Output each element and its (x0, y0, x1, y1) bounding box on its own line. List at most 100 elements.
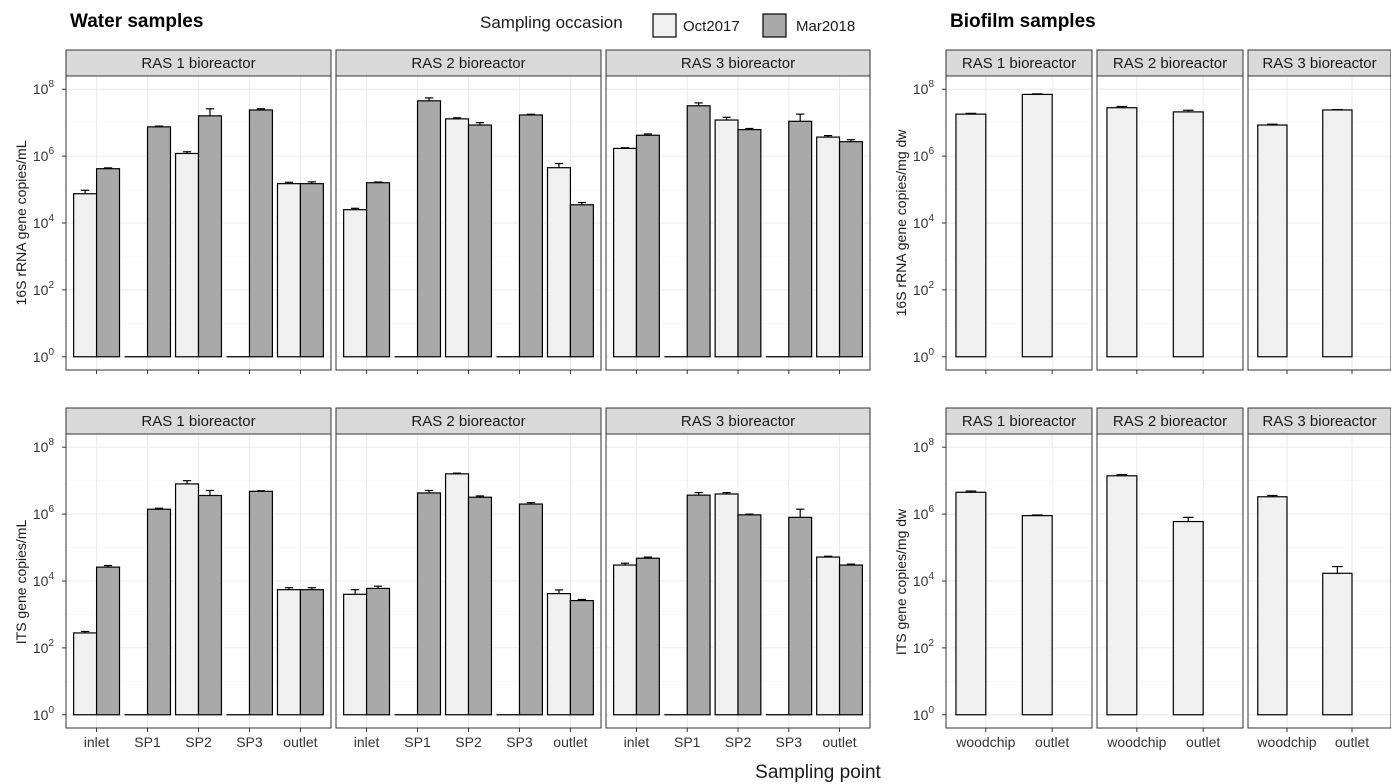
legend-swatch-oct2017 (652, 13, 677, 38)
y-axis-title-water-16s: 16S rRNA gene copies/mL (13, 140, 29, 305)
y-tick-label-exponent: 2 (928, 280, 934, 291)
y-tick-label-base: 10 (33, 349, 49, 365)
bar-oct2017-outlet (816, 136, 841, 358)
facet-strip-label: RAS 3 bioreactor (681, 55, 795, 72)
bar-oct2017-outlet (1322, 109, 1353, 358)
x-tick-label: SP2 (185, 734, 212, 750)
y-tick-label: 106 (913, 504, 935, 522)
bar-oct2017-outlet (546, 167, 572, 358)
panel-2-1: RAS 2 bioreactor (1096, 49, 1244, 374)
bar-mar2018-inlet (95, 566, 121, 716)
bar-mar2018-inlet (95, 168, 121, 358)
x-tick-label: SP2 (725, 734, 752, 750)
bar-oct2017-outlet (1322, 572, 1353, 716)
bar-oct2017-outlet (1172, 111, 1204, 358)
facet-strip-label: RAS 1 bioreactor (141, 413, 255, 430)
x-tick-label: SP3 (506, 734, 533, 750)
bar-mar2018-sp2 (737, 129, 762, 358)
facet-strip (335, 407, 602, 435)
bar-oct2017-sp2 (714, 493, 739, 716)
panel-1-2: RAS 3 bioreactor inlet SP1 SP2 SP3 outlet (605, 407, 871, 750)
y-tick-label-base: 10 (913, 573, 929, 589)
y-tick-label-exponent: 6 (48, 504, 54, 515)
facet-strip-label: RAS 2 bioreactor (1113, 55, 1227, 72)
bar-oct2017-inlet (613, 564, 638, 716)
x-tick-label: SP1 (674, 734, 701, 750)
x-axis-title: Sampling point (755, 762, 881, 783)
bar-mar2018-outlet (569, 599, 594, 716)
panel-0-1: RAS 2 bioreactor (335, 49, 602, 374)
facet-strip (605, 49, 871, 77)
y-tick-label-exponent: 8 (48, 79, 54, 90)
x-tick-label: SP3 (776, 734, 803, 750)
bar-mar2018-outlet (299, 183, 324, 358)
y-tick-label: 104 (33, 571, 55, 589)
x-tick-label: SP2 (455, 734, 482, 750)
y-tick-label: 102 (913, 638, 935, 656)
bar-mar2018-inlet (635, 557, 660, 716)
bar-oct2017-woodchip (1257, 124, 1288, 358)
panel-0-2: RAS 3 bioreactor (605, 49, 871, 374)
bar-mar2018-inlet (365, 587, 391, 716)
x-tick-label: woodchip (1256, 734, 1316, 750)
facet-strip-label: RAS 3 bioreactor (1262, 413, 1376, 430)
legend-swatch-mar2018 (762, 13, 787, 38)
panel-border (1247, 75, 1391, 371)
bar-oct2017-outlet (1021, 515, 1053, 716)
bar-oct2017-outlet (1172, 520, 1204, 716)
bar-mar2018-sp2 (467, 496, 493, 716)
y-tick-label: 102 (913, 280, 935, 298)
bar-oct2017-outlet (276, 183, 302, 358)
facet-strip-label: RAS 1 bioreactor (141, 55, 255, 72)
bar-oct2017-woodchip (1257, 496, 1288, 716)
bar-oct2017-outlet (546, 592, 572, 716)
y-tick-label-exponent: 8 (928, 79, 934, 90)
bar-oct2017-sp2 (174, 483, 200, 716)
y-tick-label-exponent: 6 (928, 504, 934, 515)
bar-oct2017-inlet (343, 593, 368, 716)
bar-mar2018-sp2 (737, 514, 762, 716)
facet-strip (65, 407, 332, 435)
bar-oct2017-outlet (276, 589, 302, 716)
bar-mar2018-sp1 (686, 494, 711, 716)
y-axis-title-biofilm-its: ITS gene copies/mg dw (893, 508, 909, 655)
y-tick-label-base: 10 (913, 707, 929, 723)
panel-border (1096, 433, 1244, 729)
facet-strip-label: RAS 2 bioreactor (411, 55, 525, 72)
bar-oct2017-outlet (816, 556, 841, 716)
x-tick-label: inlet (354, 734, 380, 750)
y-tick-label-base: 10 (33, 506, 49, 522)
y-tick-label-exponent: 0 (928, 705, 934, 716)
bar-mar2018-sp1 (416, 492, 442, 716)
y-tick-label-exponent: 2 (48, 280, 54, 291)
facet-strip (1096, 407, 1244, 435)
panel-3-2: RAS 3 bioreactor woodchip outlet (1247, 407, 1391, 750)
x-tick-label: woodchip (955, 734, 1015, 750)
y-tick-label-exponent: 4 (48, 571, 54, 582)
facet-strip-label: RAS 1 bioreactor (962, 413, 1076, 430)
bar-oct2017-inlet (73, 632, 98, 716)
y-tick-label-exponent: 2 (928, 638, 934, 649)
y-tick-label-base: 10 (33, 707, 49, 723)
y-tick-label: 108 (913, 437, 935, 455)
bar-mar2018-sp3 (518, 503, 543, 716)
y-tick-label-base: 10 (33, 640, 49, 656)
panel-2-2: RAS 3 bioreactor (1247, 49, 1391, 374)
y-tick-label-exponent: 0 (48, 705, 54, 716)
y-tick-label: 108 (33, 437, 55, 455)
y-tick-label: 106 (33, 146, 55, 164)
x-tick-label: outlet (1035, 734, 1069, 750)
y-tick-label-exponent: 8 (928, 437, 934, 448)
y-tick-label-base: 10 (33, 282, 49, 298)
bar-oct2017-sp2 (714, 119, 739, 358)
bar-mar2018-outlet (569, 204, 594, 358)
facet-strip (1247, 407, 1391, 435)
bar-mar2018-sp3 (788, 516, 813, 716)
x-tick-label: outlet (283, 734, 317, 750)
y-tick-label-base: 10 (913, 215, 929, 231)
bar-mar2018-outlet (838, 141, 863, 358)
bar-mar2018-sp1 (146, 508, 172, 716)
